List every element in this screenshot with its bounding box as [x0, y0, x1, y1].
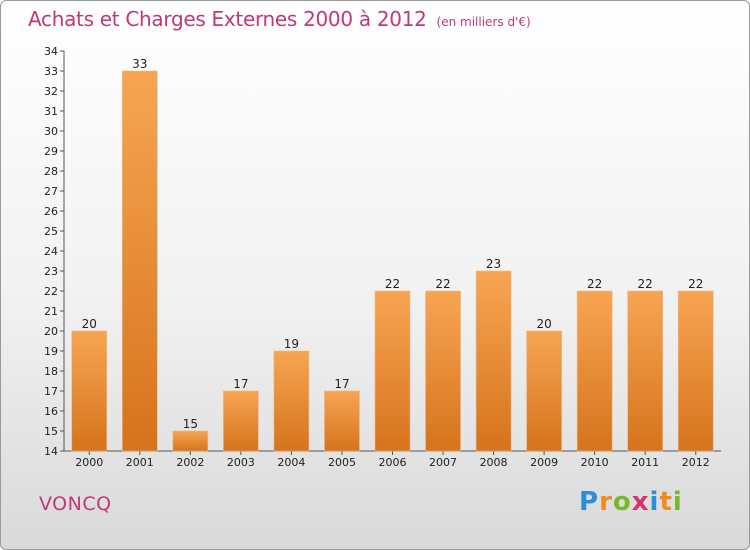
y-tick-label: 33 [44, 65, 58, 78]
data-label-2008: 23 [486, 257, 501, 271]
y-tick-label: 31 [44, 105, 58, 118]
bar-2007 [425, 290, 461, 452]
data-label-2007: 22 [435, 277, 450, 291]
bar-2004 [273, 350, 310, 452]
y-tick-label: 32 [44, 85, 58, 98]
chart-subtitle: (en milliers d'€) [436, 15, 531, 29]
x-tick-label-2008: 2008 [480, 456, 508, 469]
proxiti-logo: Proxiti [579, 487, 683, 517]
data-label-2004: 19 [284, 337, 299, 351]
commune-name: VONCQ [39, 493, 112, 515]
data-label-2002: 15 [183, 417, 198, 431]
data-label-2011: 22 [638, 277, 653, 291]
y-tick-label: 15 [44, 425, 58, 438]
data-label-2009: 20 [536, 317, 551, 331]
data-label-2003: 17 [233, 377, 248, 391]
data-label-2012: 22 [688, 277, 703, 291]
x-tick-label-2010: 2010 [581, 456, 609, 469]
y-tick-label: 30 [44, 125, 58, 138]
bar-2001 [122, 70, 158, 452]
data-label-2010: 22 [587, 277, 602, 291]
bar-2008 [475, 270, 512, 452]
x-tick-label-2006: 2006 [379, 456, 407, 469]
x-tick-label-2009: 2009 [530, 456, 558, 469]
y-tick-label: 22 [44, 285, 58, 298]
y-tick-label: 34 [44, 45, 58, 58]
y-tick-label: 17 [44, 385, 58, 398]
x-tick-label-2005: 2005 [328, 456, 356, 469]
x-tick-label-2000: 2000 [75, 456, 103, 469]
x-tick-label-2003: 2003 [227, 456, 255, 469]
bar-2006 [374, 290, 411, 452]
bar-2003 [223, 390, 259, 452]
data-label-2000: 20 [82, 317, 97, 331]
y-tick-label: 26 [44, 205, 58, 218]
y-tick-label: 19 [44, 345, 58, 358]
data-label-2006: 22 [385, 277, 400, 291]
chart-title: Achats et Charges Externes 2000 à 2012 (e… [28, 7, 531, 31]
x-tick-label-2001: 2001 [126, 456, 154, 469]
y-tick-label: 29 [44, 145, 58, 158]
bar-2012 [677, 290, 714, 452]
y-tick-label: 24 [44, 245, 58, 258]
bar-2002 [172, 430, 209, 452]
x-tick-label-2004: 2004 [277, 456, 305, 469]
y-tick-label: 25 [44, 225, 58, 238]
x-tick-label-2007: 2007 [429, 456, 457, 469]
y-tick-label: 20 [44, 325, 58, 338]
y-tick-label: 21 [44, 305, 58, 318]
x-tick-label-2012: 2012 [682, 456, 710, 469]
y-tick-label: 14 [44, 445, 58, 458]
bar-2005 [324, 390, 360, 452]
y-tick-label: 18 [44, 365, 58, 378]
y-tick-label: 28 [44, 165, 58, 178]
y-tick-label: 23 [44, 265, 58, 278]
data-label-2001: 33 [132, 57, 147, 71]
data-label-2005: 17 [334, 377, 349, 391]
x-tick-label-2002: 2002 [176, 456, 204, 469]
x-tick-label-2011: 2011 [631, 456, 659, 469]
bar-2011 [627, 290, 663, 452]
bar-2010 [576, 290, 613, 452]
bar-2000 [71, 330, 108, 452]
y-tick-label: 27 [44, 185, 58, 198]
y-tick-label: 16 [44, 405, 58, 418]
bar-2009 [526, 330, 562, 452]
